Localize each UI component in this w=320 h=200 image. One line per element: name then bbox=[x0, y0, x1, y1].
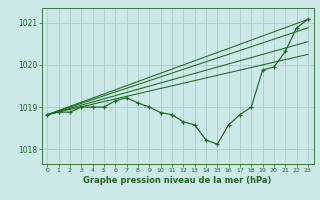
X-axis label: Graphe pression niveau de la mer (hPa): Graphe pression niveau de la mer (hPa) bbox=[84, 176, 272, 185]
